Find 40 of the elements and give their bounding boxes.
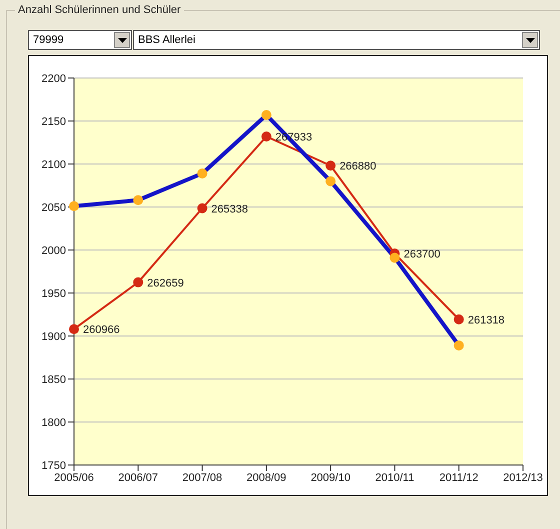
text: BBS Allerlei (138, 34, 196, 46)
y-tick-label: 2050 (42, 202, 66, 214)
text: 79999 (33, 34, 64, 46)
y-tick-label: 2000 (42, 244, 66, 257)
x-tick-label: 2007/08 (182, 472, 222, 484)
data-label: 262659 (147, 277, 184, 290)
point (390, 252, 400, 263)
x-tick-label: 2006/07 (118, 472, 158, 484)
y-tick-label: 1750 (42, 460, 66, 472)
x-tick-label: 2010/11 (375, 472, 414, 484)
y-tick-label: 2150 (42, 116, 66, 128)
x-tick-label: 2012/13 (503, 472, 543, 484)
data-label: 260966 (83, 324, 120, 336)
data-label: 261318 (468, 314, 505, 326)
point (261, 132, 272, 142)
point (326, 176, 336, 186)
y-tick-label: 2100 (42, 158, 66, 171)
point (197, 168, 208, 178)
y-tick-label: 2200 (42, 72, 66, 85)
point (454, 340, 464, 350)
point (197, 203, 208, 214)
x-tick-label: 2011/12 (439, 472, 478, 484)
y-tick-label: 1800 (42, 416, 66, 429)
point (69, 201, 79, 212)
y-tick-label: 1850 (42, 374, 66, 386)
data-label: 265338 (211, 203, 248, 216)
y-tick-label: 1950 (42, 288, 66, 300)
point (133, 195, 144, 206)
data-label: 266880 (340, 160, 376, 173)
x-tick-label: 2009/10 (310, 472, 350, 484)
point (326, 160, 336, 171)
point (454, 314, 464, 324)
point (69, 324, 79, 334)
y-tick-label: 1900 (42, 330, 66, 343)
chart-title: Anzahl Schülerinnen und Schüler (17, 4, 182, 16)
x-tick-label: 2005/06 (54, 472, 94, 484)
data-label: 263700 (404, 248, 440, 261)
point (133, 277, 144, 288)
x-tick-label: 2008/09 (246, 472, 286, 484)
point (261, 110, 272, 120)
